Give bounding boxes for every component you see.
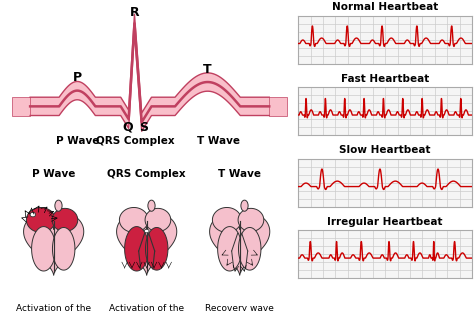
Text: Irregular Heartbeat: Irregular Heartbeat xyxy=(327,217,442,227)
Text: Normal Heartbeat: Normal Heartbeat xyxy=(331,2,437,12)
Polygon shape xyxy=(217,227,241,271)
Ellipse shape xyxy=(30,212,36,217)
Bar xyxy=(12,97,30,115)
Polygon shape xyxy=(116,215,177,275)
Polygon shape xyxy=(31,227,56,271)
Polygon shape xyxy=(52,208,78,231)
Bar xyxy=(268,97,287,115)
Text: T: T xyxy=(203,63,211,77)
Polygon shape xyxy=(30,14,268,131)
Polygon shape xyxy=(124,227,149,271)
Ellipse shape xyxy=(148,200,155,211)
Polygon shape xyxy=(212,207,241,232)
Polygon shape xyxy=(238,227,260,270)
Text: R: R xyxy=(129,6,139,19)
Text: T Wave: T Wave xyxy=(218,169,261,179)
Polygon shape xyxy=(145,227,168,270)
Text: P: P xyxy=(72,71,81,84)
Text: QRS Complex: QRS Complex xyxy=(107,169,186,179)
Text: Activation of the
ventricles: Activation of the ventricles xyxy=(109,304,184,311)
Ellipse shape xyxy=(240,200,248,211)
Polygon shape xyxy=(26,207,55,232)
Ellipse shape xyxy=(55,200,62,211)
Text: P Wave: P Wave xyxy=(32,169,75,179)
Polygon shape xyxy=(23,215,84,275)
Text: Activation of the
atria: Activation of the atria xyxy=(16,304,91,311)
Text: Fast Heartbeat: Fast Heartbeat xyxy=(340,74,428,84)
Text: T Wave: T Wave xyxy=(197,136,239,146)
Polygon shape xyxy=(52,227,75,270)
Text: Slow Heartbeat: Slow Heartbeat xyxy=(339,145,430,156)
Polygon shape xyxy=(119,207,148,232)
Polygon shape xyxy=(209,215,269,275)
Ellipse shape xyxy=(144,229,149,233)
Text: P Wave: P Wave xyxy=(55,136,99,146)
Text: QRS Complex: QRS Complex xyxy=(96,136,174,146)
Polygon shape xyxy=(238,208,263,231)
Polygon shape xyxy=(145,208,170,231)
Text: S: S xyxy=(139,121,148,134)
Text: Recovery wave: Recovery wave xyxy=(205,304,274,311)
Text: Q: Q xyxy=(122,121,132,134)
